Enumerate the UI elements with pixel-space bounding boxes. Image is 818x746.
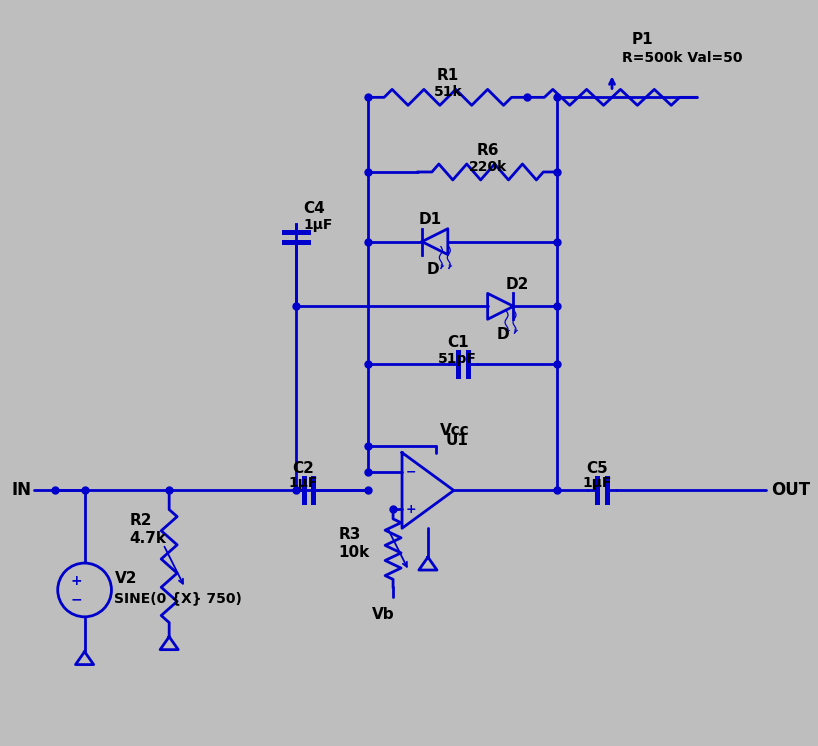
Text: D: D [497,327,509,342]
Text: D2: D2 [506,277,529,292]
Text: P1: P1 [632,32,654,47]
Text: 1μF: 1μF [582,477,612,490]
Text: U1: U1 [446,433,469,448]
Text: R1: R1 [437,68,459,83]
Text: 1μF: 1μF [303,218,333,232]
Text: Vb: Vb [372,607,394,622]
Text: R6: R6 [476,142,499,157]
Text: R3: R3 [339,527,361,542]
Text: −: − [406,465,416,478]
Text: D: D [426,262,439,277]
Text: SINE(0 {X} 750): SINE(0 {X} 750) [115,591,242,605]
Text: C5: C5 [587,461,608,476]
Text: R=500k Val=50: R=500k Val=50 [622,51,743,65]
Text: 10k: 10k [339,545,370,560]
Text: C1: C1 [447,335,469,350]
Text: 1μF: 1μF [289,477,318,490]
Text: +: + [71,574,83,588]
Text: V2: V2 [115,571,137,586]
Text: R2: R2 [129,513,152,527]
Text: 51pF: 51pF [438,352,477,366]
Text: D1: D1 [418,213,442,228]
Text: IN: IN [12,481,32,499]
Text: 4.7k: 4.7k [129,530,166,545]
Text: 220k: 220k [469,160,506,174]
Text: Vcc: Vcc [440,423,470,438]
Text: −: − [71,592,83,606]
Text: +: + [406,503,416,515]
Text: 51k: 51k [434,85,462,99]
Text: C4: C4 [303,201,326,216]
Text: C2: C2 [293,461,314,476]
Text: OUT: OUT [771,481,811,499]
